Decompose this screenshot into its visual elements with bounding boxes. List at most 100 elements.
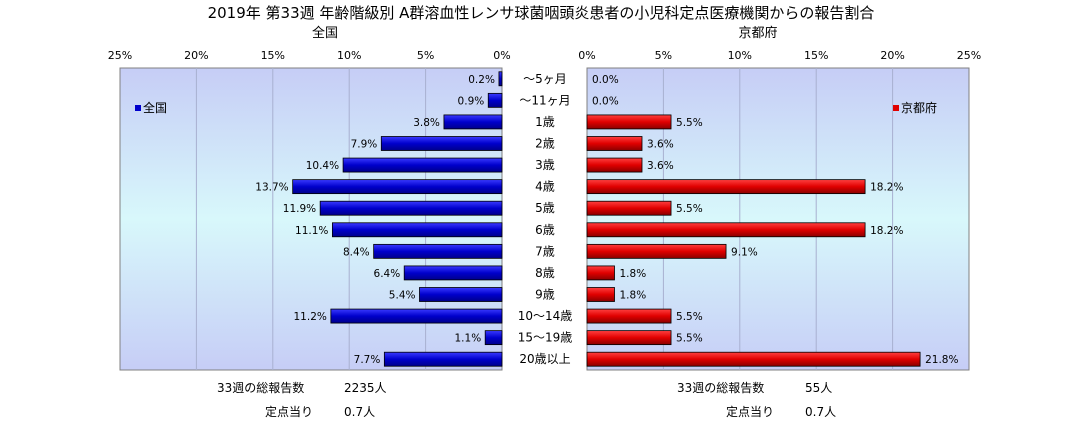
- category-label: 6歳: [535, 223, 555, 237]
- bar-national: [383, 351, 503, 367]
- plot-area-national: [119, 67, 503, 371]
- bar-national: [484, 330, 503, 346]
- value-label-kyoto: 0.0%: [592, 74, 619, 86]
- tick-label-national: 5%: [417, 49, 434, 62]
- value-label-national: 5.4%: [389, 290, 416, 302]
- value-label-national: 7.7%: [354, 354, 381, 366]
- bar-kyoto: [586, 222, 866, 238]
- legend-swatch-kyoto: [893, 105, 899, 111]
- bar-national: [330, 308, 503, 324]
- value-label-national: 0.9%: [458, 95, 485, 107]
- value-label-national: 11.1%: [295, 225, 328, 237]
- bar-national: [292, 179, 503, 195]
- value-label-kyoto: 1.8%: [620, 268, 647, 280]
- tick-label-kyoto: 5%: [655, 49, 672, 62]
- value-label-national: 13.7%: [255, 182, 288, 194]
- category-label: 8歳: [535, 266, 555, 280]
- value-label-national: 11.9%: [283, 203, 316, 215]
- legend-national: 全国: [135, 100, 167, 115]
- value-label-kyoto: 18.2%: [870, 182, 903, 194]
- bar-kyoto: [586, 287, 615, 302]
- value-label-national: 6.4%: [374, 268, 401, 280]
- value-label-national: 0.2%: [468, 74, 495, 86]
- footer-kyoto-per-value: 0.7人: [805, 405, 836, 419]
- bar-national: [403, 265, 503, 281]
- value-labels-kyoto: 0.0%0.0%5.5%3.6%3.6%18.2%5.5%18.2%9.1%1.…: [592, 74, 958, 366]
- value-label-kyoto: 1.8%: [620, 290, 647, 302]
- value-label-national: 7.9%: [351, 139, 378, 151]
- value-label-kyoto: 5.5%: [676, 203, 703, 215]
- footer-kyoto-total-label: 33週の総報告数: [677, 380, 764, 395]
- value-label-kyoto: 5.5%: [676, 311, 703, 323]
- bar-national: [373, 243, 503, 259]
- footer-national-total-label: 33週の総報告数: [217, 380, 304, 395]
- tick-label-kyoto: 0%: [578, 49, 595, 62]
- category-label: 1歳: [535, 115, 555, 129]
- chart-title: 2019年 第33週 年齢階級別 A群溶血性レンサ球菌咽頭炎患者の小児科定点医療…: [208, 4, 875, 22]
- value-label-kyoto: 0.0%: [592, 95, 619, 107]
- footer-kyoto-per-label: 定点当り: [726, 404, 774, 419]
- panel-title-kyoto: 京都府: [738, 26, 777, 41]
- bar-kyoto: [586, 308, 672, 324]
- value-labels-national: 0.2% 0.9% 3.8% 7.9% 10.4% 13.7% 11.9% 11.1% 8.4%…: [255, 74, 495, 366]
- category-label: 4歳: [535, 180, 555, 194]
- bar-kyoto: [586, 330, 672, 346]
- category-label: 〜5ヶ月: [523, 72, 567, 86]
- tick-label-kyoto: 15%: [804, 49, 828, 62]
- bar-kyoto: [586, 179, 866, 195]
- category-label: 3歳: [535, 158, 555, 172]
- bar-national: [319, 200, 503, 216]
- category-label: 7歳: [535, 244, 555, 258]
- tick-labels-national: 0% 5% 10% 15% 20% 25%: [108, 49, 511, 62]
- bar-national: [487, 92, 503, 108]
- value-label-national: 8.4%: [343, 246, 370, 258]
- tick-label-kyoto: 20%: [880, 49, 904, 62]
- category-label: 9歳: [535, 288, 555, 302]
- tick-labels-kyoto: 0% 5% 10% 15% 20% 25%: [578, 49, 981, 62]
- footer-national-total-value: 2235人: [344, 381, 387, 395]
- tick-label-national: 15%: [261, 49, 285, 62]
- bar-national: [380, 136, 503, 151]
- value-label-kyoto: 21.8%: [925, 354, 958, 366]
- bar-national: [498, 71, 503, 87]
- tick-label-kyoto: 25%: [957, 49, 981, 62]
- bar-kyoto: [586, 351, 921, 367]
- value-label-national: 3.8%: [413, 117, 440, 129]
- tick-label-national: 25%: [108, 49, 132, 62]
- value-label-national: 1.1%: [455, 333, 482, 345]
- tick-label-kyoto: 10%: [728, 49, 752, 62]
- category-label: 2歳: [535, 137, 555, 151]
- value-label-kyoto: 18.2%: [870, 225, 903, 237]
- value-label-kyoto: 3.6%: [647, 139, 674, 151]
- panel-title-national: 全国: [312, 25, 338, 41]
- bar-national: [331, 222, 503, 238]
- legend-kyoto: 京都府: [893, 100, 937, 115]
- legend-swatch-national: [135, 105, 141, 111]
- category-labels: 〜5ヶ月〜11ヶ月 1歳 2歳 3歳 4歳 5歳 6歳 7歳 8歳 9歳 10〜14歳 15〜19歳 2…: [518, 72, 573, 366]
- footer-national-per-value: 0.7人: [344, 405, 375, 419]
- category-label: 5歳: [535, 201, 555, 215]
- value-label-national: 11.2%: [294, 311, 327, 323]
- bar-kyoto: [586, 265, 615, 281]
- legend-label-kyoto: 京都府: [901, 100, 937, 115]
- value-label-kyoto: 9.1%: [731, 246, 758, 258]
- footer-kyoto-total-value: 55人: [805, 381, 832, 395]
- bars-national: [292, 71, 503, 367]
- bar-kyoto: [586, 243, 727, 259]
- bar-national: [443, 114, 503, 130]
- tick-label-national: 0%: [493, 49, 510, 62]
- value-label-kyoto: 5.5%: [676, 333, 703, 345]
- bar-kyoto: [586, 114, 672, 130]
- bar-kyoto: [586, 136, 643, 151]
- bar-kyoto: [586, 200, 672, 216]
- category-label: 〜11ヶ月: [519, 93, 570, 107]
- value-label-national: 10.4%: [306, 160, 339, 172]
- bars-kyoto: [586, 114, 921, 367]
- bar-national: [419, 287, 503, 302]
- bar-kyoto: [586, 157, 643, 173]
- category-label: 10〜14歳: [518, 309, 573, 323]
- tick-label-national: 20%: [184, 49, 208, 62]
- bar-national: [342, 157, 503, 173]
